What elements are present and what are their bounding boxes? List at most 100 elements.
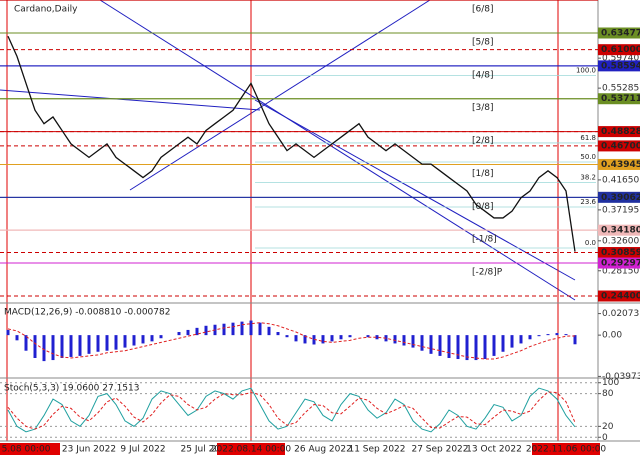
histogram-bar [456,335,460,360]
histogram-bar [438,335,442,356]
histogram-bar [267,326,271,336]
x-tick-label: 13 Oct 2022 [466,445,522,455]
signal-line [7,322,576,360]
histogram-bar [492,335,496,356]
histogram-bar [510,335,514,348]
histogram-bar [123,335,127,348]
level-box [598,140,640,152]
level-box [598,93,640,105]
y-tick-label: 100 [602,378,619,388]
level-label: 0.53711 [601,94,640,104]
histogram-bar [240,321,244,336]
murray-label: [-2/8]P [472,268,503,278]
level-box [598,290,640,302]
histogram-bar [411,335,415,348]
histogram-bar [501,335,505,352]
level-box [598,158,640,170]
histogram-bar [285,335,289,338]
level-box [598,247,640,259]
histogram-bar [42,335,46,362]
histogram-bar [114,335,118,350]
histogram-bar [564,334,568,336]
histogram-bar [258,322,262,336]
level-label: 0.30859 [601,248,640,258]
histogram-bar [312,335,316,345]
histogram-bar [132,335,136,346]
level-box [598,191,640,203]
price-line [7,35,576,252]
murray-label: [4/8] [472,70,494,80]
y-tick-label: 0.020731 [602,309,640,319]
level-label: 0.46700 [601,141,640,151]
histogram-bar [51,335,55,361]
murray-label: [1/8] [472,169,494,179]
histogram-bar [483,335,487,360]
y-tick-label: 0.28150 [602,266,639,276]
y-tick-label: 0.37195 [602,205,639,215]
histogram-bar [546,334,550,336]
murray-label: [2/8] [472,136,494,146]
level-label: 0.61000 [601,45,640,55]
histogram-bar [474,335,478,361]
histogram-bar [204,325,208,336]
histogram-bar [6,329,10,336]
histogram-bar [15,335,19,341]
histogram-bar [177,332,181,336]
fib-label: 23.6 [580,198,596,206]
level-box [598,27,640,39]
histogram-bar [105,335,109,351]
fib-label: 61.8 [580,134,596,142]
histogram-bar [249,320,253,336]
y-tick-label: 80 [602,389,614,399]
histogram-bar [402,335,406,346]
x-tick-label: 2022.11.06 00:00 [526,445,607,455]
histogram-bar [24,335,28,351]
histogram-bar [366,335,370,338]
histogram-bar [573,335,577,345]
histogram-bar [78,335,82,356]
histogram-bar [555,333,559,336]
fib-label: 0.0 [585,239,596,247]
x-tick-label: 11 Sep 2022 [348,445,405,455]
level-box [598,224,640,236]
murray-label: [0/8] [472,202,494,212]
histogram-bar [429,335,433,354]
histogram-bar [150,335,154,342]
level-box [598,126,640,138]
stoch-line [7,387,576,433]
murray-label: [5/8] [472,37,494,47]
x-tick-label: 5.08 00:00 [2,445,51,455]
level-label: 0.29297 [601,259,640,269]
date-box [532,443,600,455]
histogram-bar [375,335,379,340]
level-label: 0.48828 [601,127,640,137]
histogram-bar [537,335,541,337]
fib-label: 38.2 [580,174,596,182]
level-label: 0.63477 [601,28,640,38]
histogram-bar [339,335,343,340]
murray-label: [6/8] [472,5,494,15]
murray-label: [-1/8] [472,235,497,245]
level-label: 0.34180 [601,226,640,236]
histogram-bar [393,335,397,344]
murray-label: [3/8] [472,103,494,113]
histogram-bar [519,335,523,344]
histogram-bar [222,323,226,336]
level-label: 0.43945 [601,160,640,170]
stoch-line [7,391,576,430]
level-box [598,257,640,269]
x-tick-label: 2022.08.14 00:00 [211,445,292,455]
histogram-bar [60,335,64,358]
macd-title: MACD(12,26,9) -0.008810 -0.000782 [4,308,170,318]
stoch-title: Stoch(5,3,3) 19.0600 27.1513 [4,384,139,394]
date-box [217,443,285,455]
histogram-bar [87,335,91,354]
histogram-bar [528,335,532,340]
histogram-bar [195,327,199,336]
histogram-bar [231,322,235,336]
level-box [598,44,640,56]
y-tick-label: 20 [602,422,614,432]
histogram-bar [348,335,352,338]
x-tick-label: 27 Sep 2022 [411,445,468,455]
